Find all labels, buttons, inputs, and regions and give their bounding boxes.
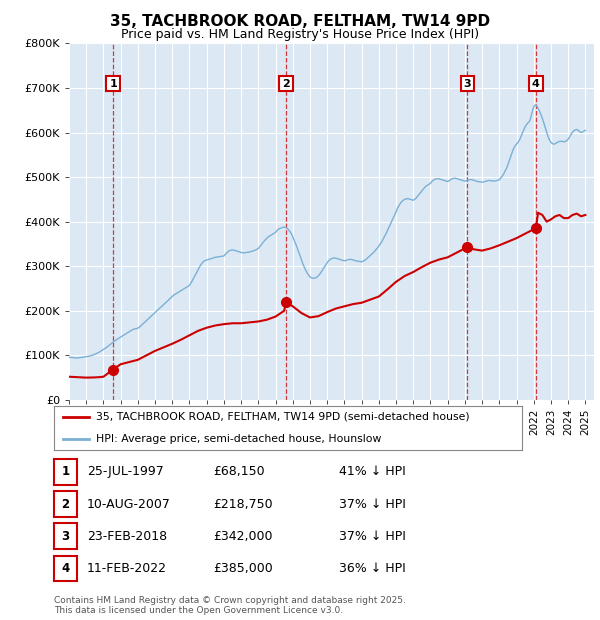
Text: Price paid vs. HM Land Registry's House Price Index (HPI): Price paid vs. HM Land Registry's House …: [121, 28, 479, 41]
Text: 35, TACHBROOK ROAD, FELTHAM, TW14 9PD: 35, TACHBROOK ROAD, FELTHAM, TW14 9PD: [110, 14, 490, 29]
Text: 2: 2: [282, 79, 290, 89]
Text: 37% ↓ HPI: 37% ↓ HPI: [339, 498, 406, 510]
Text: 23-FEB-2018: 23-FEB-2018: [87, 530, 167, 542]
Text: 4: 4: [532, 79, 540, 89]
Text: 1: 1: [109, 79, 117, 89]
Text: 35, TACHBROOK ROAD, FELTHAM, TW14 9PD (semi-detached house): 35, TACHBROOK ROAD, FELTHAM, TW14 9PD (s…: [96, 412, 470, 422]
Text: £68,150: £68,150: [213, 466, 265, 478]
Text: 37% ↓ HPI: 37% ↓ HPI: [339, 530, 406, 542]
Text: 3: 3: [463, 79, 471, 89]
Text: £218,750: £218,750: [213, 498, 272, 510]
Text: 2: 2: [61, 498, 70, 510]
Text: £342,000: £342,000: [213, 530, 272, 542]
Text: 10-AUG-2007: 10-AUG-2007: [87, 498, 171, 510]
Text: 3: 3: [61, 530, 70, 542]
Text: 4: 4: [61, 562, 70, 575]
Text: 25-JUL-1997: 25-JUL-1997: [87, 466, 164, 478]
Text: Contains HM Land Registry data © Crown copyright and database right 2025.
This d: Contains HM Land Registry data © Crown c…: [54, 596, 406, 615]
Text: 36% ↓ HPI: 36% ↓ HPI: [339, 562, 406, 575]
Text: 1: 1: [61, 466, 70, 478]
Text: HPI: Average price, semi-detached house, Hounslow: HPI: Average price, semi-detached house,…: [96, 433, 382, 444]
Text: 41% ↓ HPI: 41% ↓ HPI: [339, 466, 406, 478]
Text: £385,000: £385,000: [213, 562, 273, 575]
Text: 11-FEB-2022: 11-FEB-2022: [87, 562, 167, 575]
